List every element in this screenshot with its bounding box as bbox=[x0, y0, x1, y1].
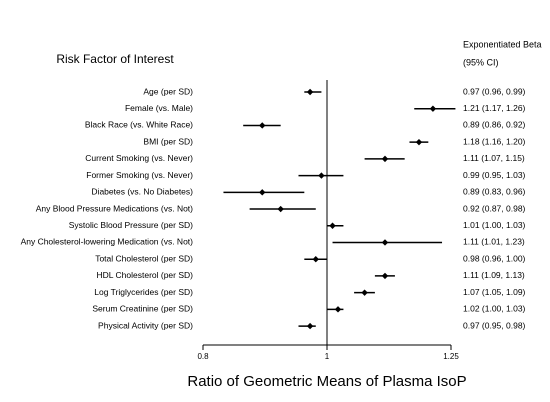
row-label: Any Cholesterol-lowering Medication (vs.… bbox=[21, 237, 194, 247]
estimate-point bbox=[429, 105, 437, 112]
estimate-point bbox=[259, 189, 266, 196]
estimate-point bbox=[306, 88, 314, 96]
estimate-point bbox=[312, 256, 319, 263]
row-label: Log Triglycerides (per SD) bbox=[94, 287, 193, 297]
estimate-label: 0.99 (0.95, 1.03) bbox=[463, 170, 526, 180]
row-label: Systolic Blood Pressure (per SD) bbox=[69, 220, 193, 230]
estimate-subheader: (95% CI) bbox=[463, 57, 499, 67]
estimate-label: 1.01 (1.00, 1.03) bbox=[463, 220, 526, 230]
row-label: Former Smoking (vs. Never) bbox=[86, 170, 193, 180]
row-header: Risk Factor of Interest bbox=[56, 52, 174, 66]
estimate-label: 0.97 (0.96, 0.99) bbox=[463, 86, 526, 96]
estimate-point bbox=[415, 138, 423, 146]
estimate-label: 1.18 (1.16, 1.20) bbox=[463, 136, 526, 146]
estimate-label: 0.98 (0.96, 1.00) bbox=[463, 253, 526, 263]
row-label: Current Smoking (vs. Never) bbox=[85, 153, 193, 163]
x-axis-label: Ratio of Geometric Means of Plasma IsoP bbox=[187, 373, 466, 390]
estimate-point bbox=[277, 205, 284, 213]
estimate-label: 1.07 (1.05, 1.09) bbox=[463, 287, 526, 297]
estimate-point bbox=[329, 222, 336, 229]
estimate-label: 0.92 (0.87, 0.98) bbox=[463, 203, 526, 213]
row-label: Total Cholesterol (per SD) bbox=[95, 253, 193, 263]
estimate-point bbox=[361, 289, 368, 296]
x-tick-label: 1.25 bbox=[443, 352, 459, 361]
row-label: Serum Creatinine (per SD) bbox=[92, 304, 193, 314]
estimate-label: 1.21 (1.17, 1.26) bbox=[463, 103, 526, 113]
estimate-point bbox=[306, 322, 314, 330]
estimate-label: 0.89 (0.86, 0.92) bbox=[463, 120, 526, 130]
estimate-label: 1.11 (1.07, 1.15) bbox=[463, 153, 525, 163]
estimate-point bbox=[318, 172, 325, 179]
estimate-label: 1.11 (1.01, 1.23) bbox=[463, 237, 525, 247]
row-label: Any Blood Pressure Medications (vs. Not) bbox=[36, 203, 193, 213]
estimate-point bbox=[334, 306, 342, 313]
x-tick-label: 1 bbox=[325, 352, 330, 361]
row-label: Black Race (vs. White Race) bbox=[85, 120, 193, 130]
estimate-point bbox=[259, 122, 266, 129]
row-label: Age (per SD) bbox=[143, 86, 193, 96]
row-label: HDL Cholesterol (per SD) bbox=[96, 270, 193, 280]
estimate-label: 1.02 (1.00, 1.03) bbox=[463, 304, 526, 314]
estimate-label: 1.11 (1.09, 1.13) bbox=[463, 270, 525, 280]
estimate-point bbox=[381, 272, 389, 280]
estimate-header: Exponentiated Beta bbox=[463, 39, 542, 49]
row-label: BMI (per SD) bbox=[143, 136, 193, 146]
x-tick-label: 0.8 bbox=[197, 352, 209, 361]
row-label: Diabetes (vs. No Diabetes) bbox=[91, 187, 193, 197]
row-label: Physical Activity (per SD) bbox=[98, 320, 193, 330]
estimate-point bbox=[381, 239, 389, 246]
row-label: Female (vs. Male) bbox=[125, 103, 193, 113]
estimate-point bbox=[381, 155, 389, 163]
estimate-label: 0.97 (0.95, 0.98) bbox=[463, 320, 526, 330]
estimate-label: 0.89 (0.83, 0.96) bbox=[463, 187, 526, 197]
